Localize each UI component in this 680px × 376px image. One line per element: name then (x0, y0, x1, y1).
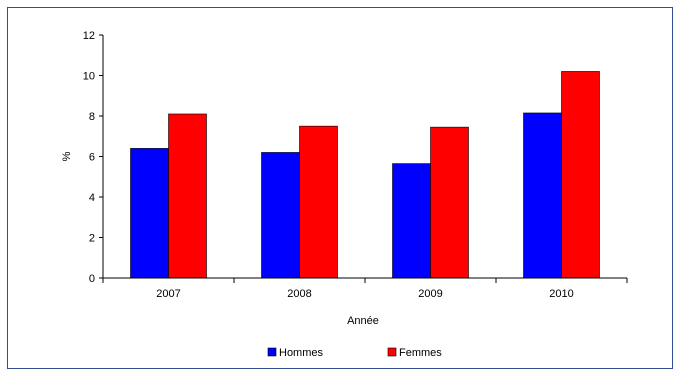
y-tick-label: 2 (89, 233, 95, 245)
bar-femmes-2008 (299, 125, 338, 279)
legend-swatch-hommes (267, 347, 277, 357)
y-tick-label: 12 (83, 30, 95, 42)
bar-femmes-2009 (430, 126, 469, 279)
y-tick-label: 4 (89, 192, 95, 204)
y-tick-label: 6 (89, 152, 95, 164)
legend-label-hommes: Hommes (279, 347, 324, 359)
y-tick-label: 0 (89, 273, 95, 285)
bar-hommes-2008 (261, 152, 300, 279)
legend: Hommes Femmes (267, 347, 442, 359)
bar-hommes-2009 (392, 163, 431, 279)
bars (130, 71, 600, 279)
x-tick-label: 2010 (549, 288, 573, 300)
x-tick-label: 2008 (287, 288, 311, 300)
y-tick-label: 10 (83, 71, 95, 83)
y-axis-label: % (61, 151, 73, 161)
bar-hommes-2007 (130, 148, 169, 279)
bar-femmes-2010 (561, 71, 600, 279)
x-tick-label: 2009 (418, 288, 442, 300)
legend-label-femmes: Femmes (399, 347, 442, 359)
bar-hommes-2010 (523, 112, 562, 279)
x-axis-ticks: 2007 2008 2009 2010 (102, 278, 628, 300)
x-axis-label: Année (347, 315, 379, 327)
bar-femmes-2007 (168, 113, 207, 279)
x-tick-label: 2007 (156, 288, 180, 300)
y-axis-ticks: 0 2 4 6 8 10 12 (83, 30, 103, 285)
y-tick-label: 8 (89, 111, 95, 123)
legend-swatch-femmes (387, 347, 397, 357)
